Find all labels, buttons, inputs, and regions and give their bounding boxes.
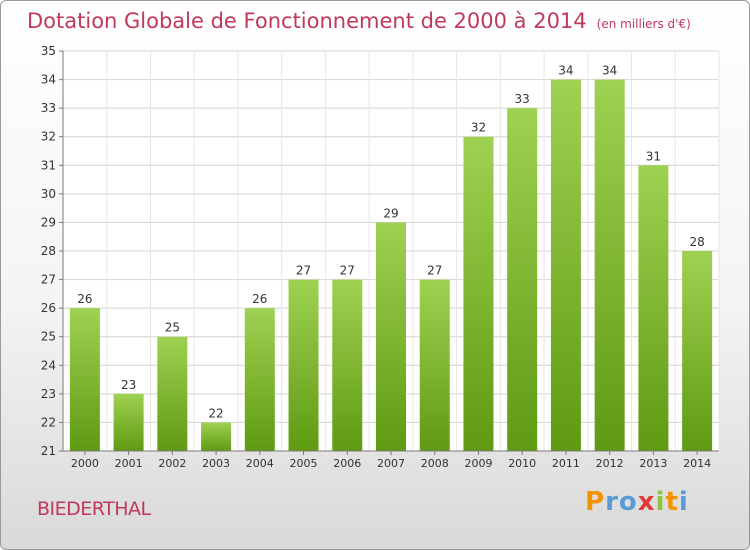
bar-2012 [594, 79, 625, 452]
bar-2010 [507, 108, 538, 452]
x-tick-label: 2012 [596, 457, 624, 470]
x-tick-label: 2007 [377, 457, 405, 470]
bar-2005 [288, 279, 319, 451]
x-tick-label: 2011 [552, 457, 580, 470]
x-tick-label: 2010 [508, 457, 536, 470]
data-label-2006: 27 [340, 264, 355, 278]
bar-2000 [69, 308, 100, 451]
logo-letter: i [678, 487, 689, 517]
bar-2003 [201, 422, 232, 451]
data-label-2002: 25 [165, 321, 180, 335]
y-tick-label: 26 [41, 301, 56, 315]
bars: 26 23 25 22 26 27 27 29 27 32 33 34 34 31 28 [69, 64, 713, 452]
bar-2006 [332, 279, 363, 451]
data-label-2013: 31 [646, 149, 661, 163]
logo-letter: o [618, 487, 638, 517]
bar-2001 [113, 393, 144, 451]
x-tick-label: 2006 [333, 457, 361, 470]
y-tick-label: 29 [41, 215, 56, 229]
y-tick-label: 22 [41, 415, 56, 429]
y-tick-label: 33 [41, 101, 56, 115]
logo-letter: r [605, 487, 619, 517]
logo-letter: P [585, 487, 606, 517]
x-tick-label: 2003 [202, 457, 230, 470]
bar-2004 [244, 308, 275, 451]
y-tick-label: 34 [41, 73, 56, 87]
data-label-2009: 32 [471, 121, 486, 135]
y-tick-label: 35 [41, 44, 56, 58]
y-tick-label: 28 [41, 244, 56, 258]
data-label-2010: 33 [515, 92, 530, 106]
bar-2007 [376, 222, 406, 451]
data-label-2011: 34 [558, 64, 573, 78]
data-label-2004: 26 [252, 292, 267, 306]
y-tick-label: 30 [41, 187, 56, 201]
axes: 21 22 23 24 25 26 27 28 29 30 31 32 33 34 35 2000 2001 20… [41, 44, 719, 470]
x-tick-label: 2013 [639, 457, 667, 470]
bar-2014 [682, 251, 713, 451]
x-tick-label: 2001 [115, 457, 143, 470]
data-label-2001: 23 [121, 378, 136, 392]
logo-letter: x [637, 487, 656, 517]
bar-2002 [157, 336, 188, 451]
x-tick-label: 2008 [421, 457, 449, 470]
data-label-2008: 27 [427, 264, 442, 278]
data-label-2007: 29 [383, 206, 398, 220]
logo-letter: i [655, 487, 666, 517]
chart-title: Dotation Globale de Fonctionnement de 20… [27, 9, 691, 33]
chart-title-text: Dotation Globale de Fonctionnement de 20… [27, 9, 587, 33]
y-tick-label: 27 [41, 273, 56, 287]
data-label-2000: 26 [77, 292, 92, 306]
data-label-2012: 34 [602, 64, 617, 78]
x-tick-label: 2002 [158, 457, 186, 470]
bar-2008 [419, 279, 450, 451]
bar-2011 [550, 79, 581, 452]
x-tick-label: 2000 [71, 457, 99, 470]
bar-2009 [463, 136, 494, 451]
y-tick-label: 24 [41, 358, 56, 372]
y-tick-label: 23 [41, 387, 56, 401]
y-tick-label: 25 [41, 330, 56, 344]
x-tick-label: 2004 [246, 457, 274, 470]
proxiti-logo: Proxiti [585, 487, 689, 517]
y-tick-label: 32 [41, 130, 56, 144]
x-tick-label: 2014 [683, 457, 711, 470]
data-label-2014: 28 [689, 235, 704, 249]
y-tick-label: 21 [41, 444, 56, 458]
x-tick-label: 2005 [290, 457, 318, 470]
data-label-2003: 22 [208, 406, 223, 420]
x-tick-label: 2009 [464, 457, 492, 470]
chart-subtitle: (en milliers d'€) [596, 17, 691, 31]
commune-name: BIEDERTHAL [37, 498, 151, 520]
bar-2013 [638, 165, 669, 452]
data-label-2005: 27 [296, 264, 311, 278]
logo-letter: t [665, 487, 679, 517]
y-tick-label: 31 [41, 158, 56, 172]
